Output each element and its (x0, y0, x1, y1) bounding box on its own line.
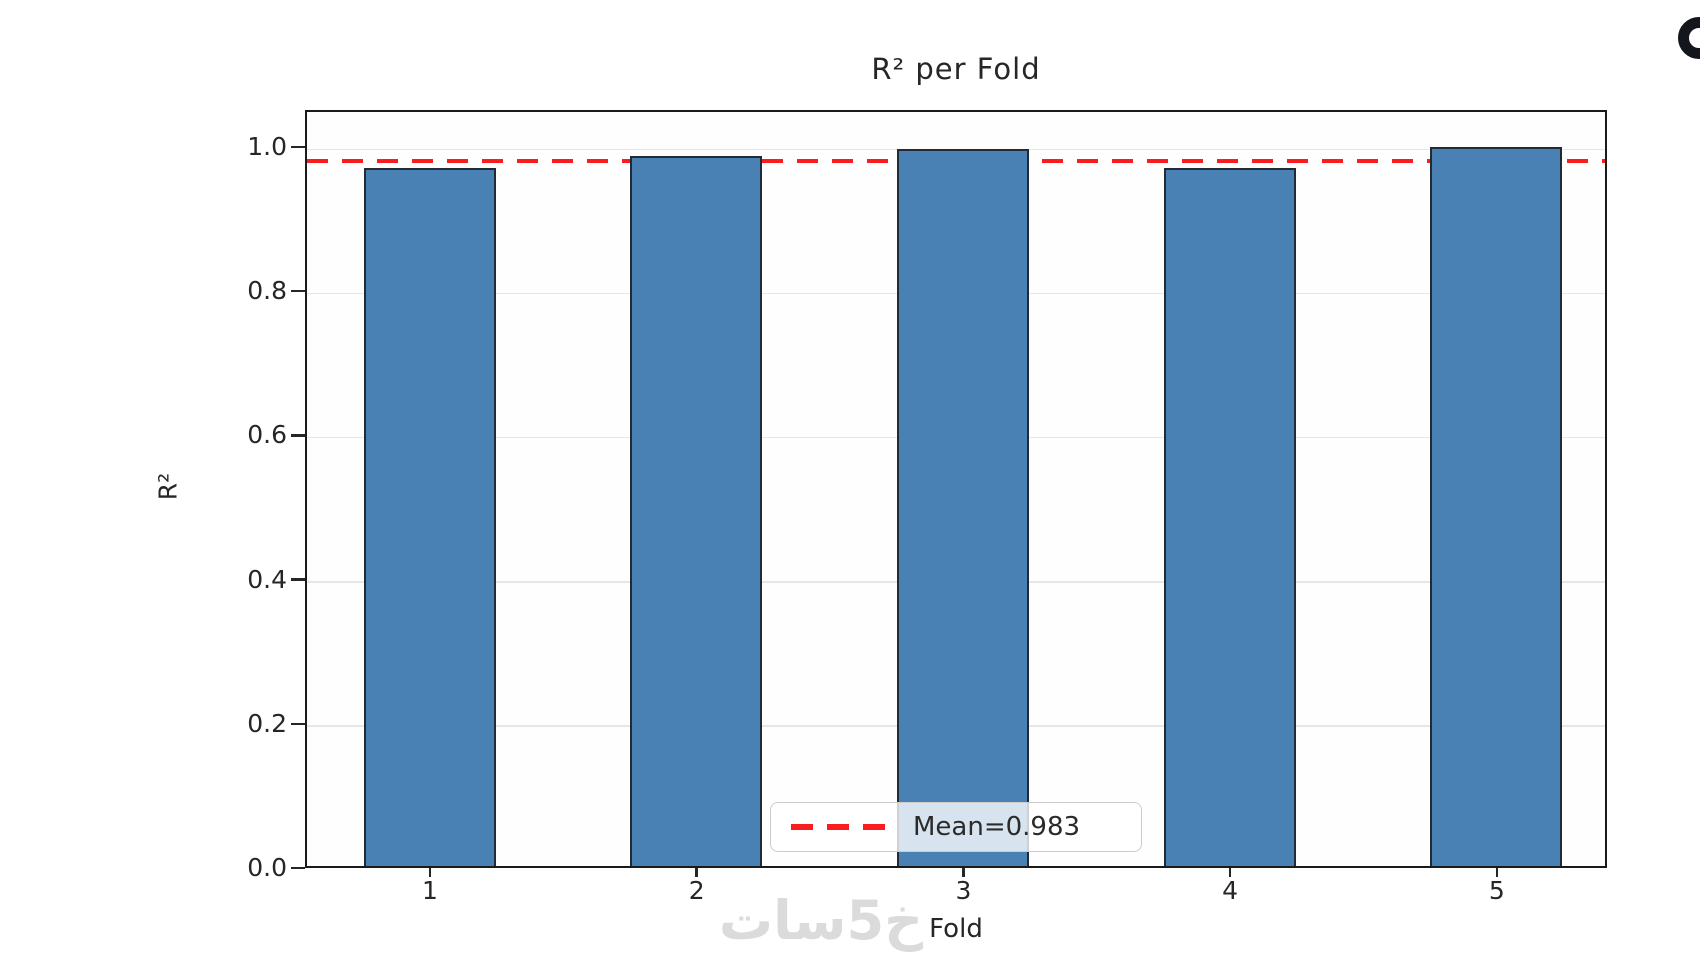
x-tick-mark (962, 868, 965, 877)
bar-fold-3 (896, 148, 1029, 866)
y-tick-mark (291, 722, 305, 726)
x-tick-mark (428, 868, 432, 877)
bar-fold-4 (1163, 168, 1296, 866)
y-tick-label-0.2: 0.2 (247, 708, 287, 738)
y-tick-mark (291, 145, 305, 149)
x-tick-mark (1228, 868, 1232, 877)
bar-fold-2 (630, 155, 763, 866)
bar-fold-5 (1430, 147, 1563, 866)
y-tick-label-0.0: 0.0 (247, 853, 287, 882)
y-tick-label-0.6: 0.6 (247, 420, 287, 450)
y-tick-label-1.0: 1.0 (247, 132, 287, 161)
y-tick-mark (291, 434, 305, 437)
y-tick-mark (291, 578, 305, 581)
bar-fold-1 (363, 168, 496, 866)
y-tick-label-0.4: 0.4 (247, 564, 287, 594)
chart-title: R² per Fold (871, 52, 1041, 86)
x-tick-mark (695, 868, 698, 877)
y-tick-label-0.8: 0.8 (247, 276, 287, 306)
cropped-circle-icon (1678, 17, 1700, 59)
x-tick-label-5: 5 (1488, 876, 1505, 905)
y-tick-mark (291, 289, 305, 293)
watermark: خ5سات (718, 889, 923, 952)
y-tick-mark (291, 866, 305, 870)
legend-dashed-line-sample (791, 824, 887, 830)
x-tick-label-3: 3 (955, 876, 972, 905)
y-axis-label: R² (153, 472, 183, 501)
x-tick-label-1: 1 (422, 876, 438, 905)
x-axis-label: Fold (929, 914, 983, 944)
x-tick-label-2: 2 (688, 876, 705, 905)
x-tick-label-4: 4 (1222, 876, 1239, 905)
legend: Mean=0.983 (770, 802, 1142, 852)
legend-label: Mean=0.983 (913, 812, 1081, 842)
x-tick-mark (1495, 868, 1499, 877)
plot-area: Mean=0.983 (305, 110, 1607, 868)
